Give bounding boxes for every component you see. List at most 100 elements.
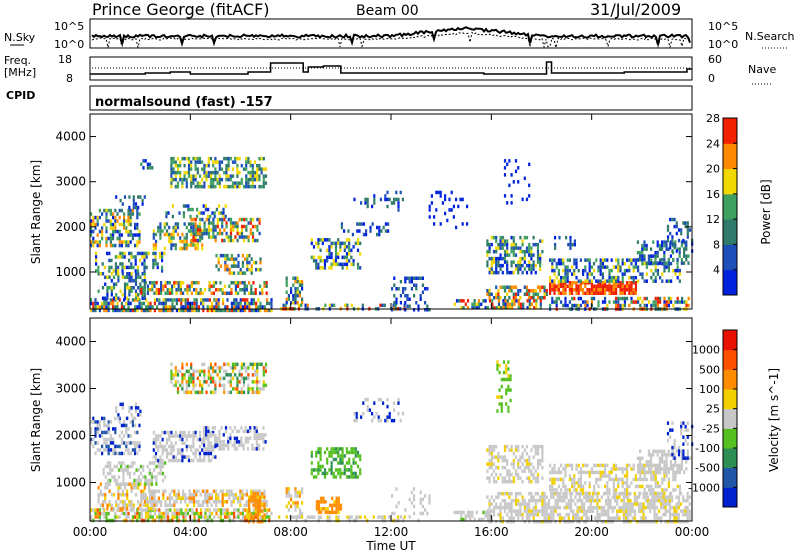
power-cell (537, 250, 539, 254)
velocity-cell (669, 499, 671, 503)
velocity-cell (517, 473, 519, 477)
velocity-cell (643, 516, 645, 520)
power-cell (211, 305, 213, 309)
velocity-cell (513, 480, 515, 484)
power-cell (533, 260, 535, 264)
power-cell (456, 299, 458, 303)
velocity-cell (179, 448, 181, 452)
power-cell (130, 223, 132, 227)
power-cell (196, 208, 198, 212)
power-cell (125, 230, 127, 234)
power-cell (635, 265, 637, 269)
velocity-cell (684, 499, 686, 503)
power-cell (663, 261, 665, 265)
power-cell (234, 235, 236, 239)
velocity-cell (179, 431, 181, 435)
power-cell (219, 167, 221, 171)
velocity-cell (129, 472, 131, 476)
velocity-cell (317, 451, 319, 455)
power-cell (270, 305, 272, 309)
velocity-cell (167, 497, 169, 501)
velocity-cell (294, 494, 296, 498)
power-cell (173, 233, 175, 237)
power-cell (264, 305, 266, 309)
power-cell (168, 236, 170, 240)
velocity-cell (654, 499, 656, 503)
velocity-cell (682, 499, 684, 503)
power-cell (317, 238, 319, 242)
power-cell (676, 261, 678, 265)
velocity-cell (186, 391, 188, 395)
velocity-cell (515, 499, 517, 503)
power-cell (524, 250, 526, 254)
power-cell (154, 252, 156, 256)
velocity-cell (92, 417, 94, 421)
velocity-cell (333, 447, 335, 451)
velocity-cell (197, 490, 199, 494)
velocity-cell (590, 499, 592, 503)
power-cell (197, 160, 199, 164)
velocity-cell (200, 515, 202, 519)
velocity-cell (623, 516, 625, 520)
colorbar-segment (723, 270, 737, 296)
power-cell (254, 174, 256, 178)
power-cell (108, 269, 110, 273)
velocity-cell (147, 500, 149, 504)
power-cell (630, 297, 632, 301)
power-cell (114, 305, 116, 309)
power-cell (261, 185, 263, 189)
velocity-cell (235, 515, 237, 519)
velocity-cell (643, 509, 645, 513)
power-cell (633, 258, 635, 262)
power-cell (115, 293, 117, 297)
power-cell (228, 218, 230, 222)
velocity-cell (522, 513, 524, 517)
power-cell (236, 185, 238, 189)
power-cell (165, 305, 167, 309)
velocity-cell (552, 516, 554, 520)
power-cell (493, 250, 495, 254)
power-cell (137, 252, 139, 256)
velocity-cell (199, 455, 201, 459)
velocity-cell (114, 512, 116, 516)
velocity-cell (228, 380, 230, 384)
power-cell (573, 288, 575, 292)
velocity-cell (186, 363, 188, 367)
velocity-cell (519, 502, 521, 506)
velocity-cell (572, 499, 574, 503)
velocity-cell (553, 467, 555, 471)
velocity-cell (116, 445, 118, 449)
power-cell (409, 305, 411, 309)
velocity-cell (227, 444, 229, 448)
power-cell (556, 288, 558, 292)
velocity-cell (676, 513, 678, 517)
power-cell (630, 292, 632, 296)
velocity-cell (535, 480, 537, 484)
power-cell (226, 254, 228, 258)
velocity-cell (192, 445, 194, 449)
velocity-cell (571, 478, 573, 482)
power-cell (123, 226, 125, 230)
power-cell (170, 171, 172, 175)
velocity-cell (225, 370, 227, 374)
power-cell (569, 258, 571, 262)
power-cell (513, 296, 515, 300)
power-cell (228, 235, 230, 239)
power-cell (151, 288, 153, 292)
power-cell (495, 293, 497, 297)
power-cell (528, 243, 530, 247)
power-cell (533, 267, 535, 271)
power-cell (682, 239, 684, 243)
power-cell (440, 194, 442, 198)
velocity-cell (324, 468, 326, 472)
power-cell (159, 252, 161, 256)
power-cell (508, 296, 510, 300)
power-cell (500, 253, 502, 257)
power-cell (136, 305, 138, 309)
velocity-cell (500, 513, 502, 517)
power-cell (495, 257, 497, 261)
velocity-cell (326, 447, 328, 451)
velocity-cell (651, 499, 653, 503)
velocity-cell (491, 452, 493, 456)
velocity-cell (585, 520, 587, 524)
